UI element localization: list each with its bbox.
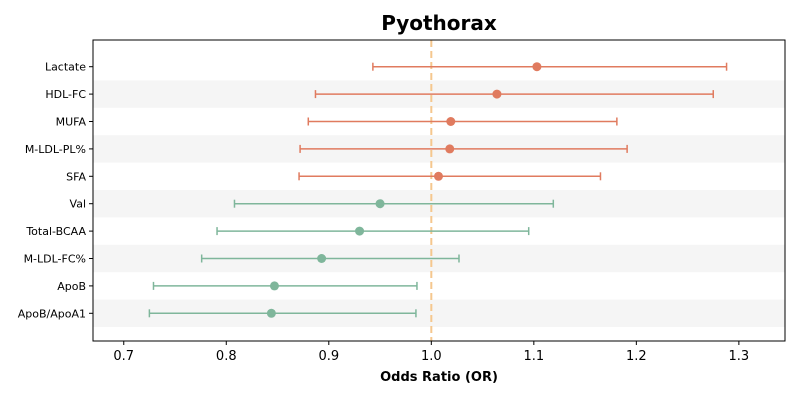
forest-row bbox=[314, 89, 714, 99]
y-tick-label: MUFA bbox=[56, 116, 87, 129]
y-axis: Lactate HDL-FC MUFA M-LDL-PL% SFA Val Total-BC… bbox=[18, 61, 93, 320]
y-tick-label: Total-BCAA bbox=[25, 225, 86, 238]
data-marks bbox=[148, 62, 728, 318]
y-tick-label: ApoB bbox=[57, 280, 86, 293]
y-tick-label: HDL-FC bbox=[45, 88, 86, 101]
forest-row bbox=[200, 254, 460, 263]
y-tick-label: SFA bbox=[66, 170, 86, 183]
forest-row bbox=[372, 62, 728, 72]
chart-title: Pyothorax bbox=[381, 11, 497, 35]
forest-row bbox=[148, 308, 417, 318]
y-tick-label: Lactate bbox=[45, 61, 86, 74]
x-tick-label: 0.8 bbox=[216, 349, 237, 364]
or-point bbox=[269, 281, 279, 291]
forest-row bbox=[298, 171, 602, 181]
y-tick-label: ApoB/ApoA1 bbox=[18, 307, 86, 320]
x-tick-label: 1.0 bbox=[421, 349, 442, 364]
or-point bbox=[317, 254, 327, 263]
or-point bbox=[355, 226, 365, 236]
or-point bbox=[446, 117, 456, 126]
forest-row bbox=[152, 281, 418, 291]
plot-frame bbox=[92, 39, 786, 342]
forest-row bbox=[233, 199, 555, 209]
or-point bbox=[266, 308, 276, 318]
or-point bbox=[433, 171, 443, 181]
y-tick-label: M-LDL-FC% bbox=[24, 253, 86, 266]
y-tick-label: M-LDL-PL% bbox=[25, 143, 86, 156]
forest-row bbox=[299, 144, 628, 154]
x-tick-label: 1.1 bbox=[523, 349, 544, 364]
or-point bbox=[532, 62, 542, 72]
forest-row bbox=[307, 117, 618, 126]
forest-row bbox=[216, 226, 530, 236]
x-tick-label: 1.2 bbox=[626, 349, 647, 364]
x-tick-label: 1.3 bbox=[729, 349, 750, 364]
or-point bbox=[375, 199, 385, 209]
or-point bbox=[492, 89, 502, 99]
x-axis: 0.7 0.8 0.9 1.0 1.1 1.2 1.3 bbox=[113, 341, 749, 364]
x-tick-label: 0.7 bbox=[113, 349, 134, 364]
y-tick-label: Val bbox=[70, 198, 86, 211]
x-axis-label: Odds Ratio (OR) bbox=[380, 370, 498, 385]
or-point bbox=[445, 144, 455, 154]
x-tick-label: 0.9 bbox=[318, 349, 339, 364]
